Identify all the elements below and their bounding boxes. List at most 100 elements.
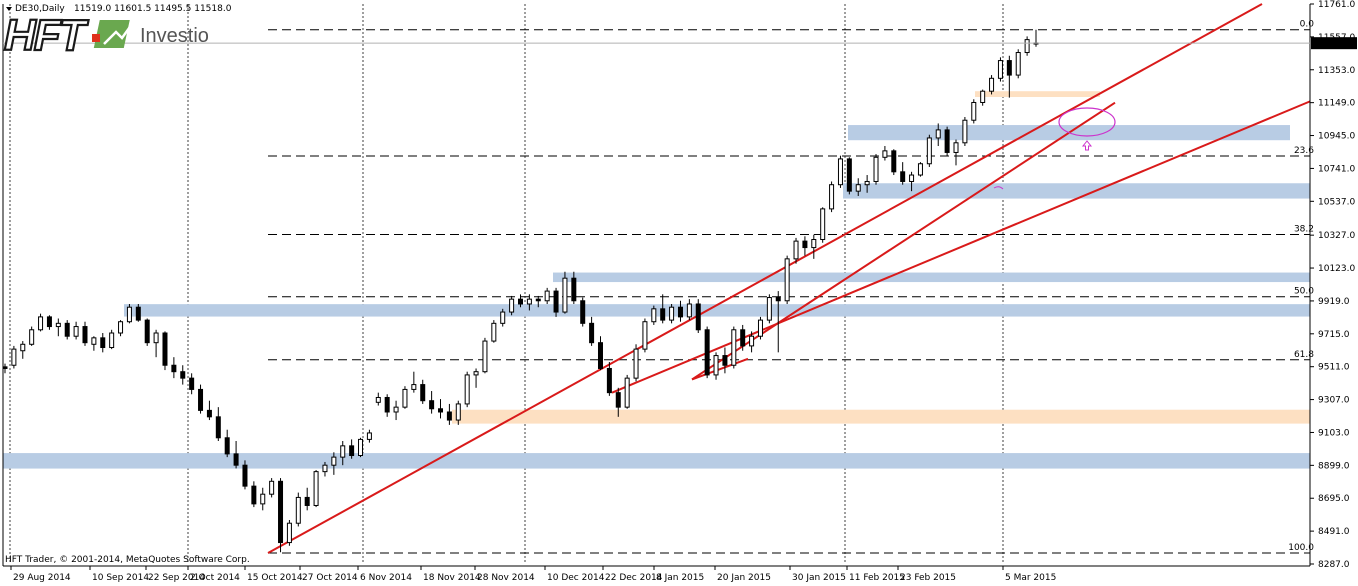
candle-body [606, 367, 612, 394]
candle [864, 175, 870, 193]
y-tick-label: 10537.0 [1318, 197, 1355, 207]
candle [464, 371, 470, 408]
candle-body [624, 377, 630, 408]
support-resistance-zone [124, 304, 1310, 317]
candle-body [153, 332, 159, 344]
y-tick-label: 11149.0 [1318, 99, 1355, 109]
candle [677, 300, 683, 322]
candle-body [731, 329, 737, 366]
candle-body [11, 348, 17, 366]
candle [393, 400, 399, 421]
candle [837, 155, 843, 188]
x-tick-label: 6 Nov 2014 [360, 573, 412, 583]
candle [189, 373, 195, 395]
candle-body [464, 374, 470, 405]
y-tick-label: 10327.0 [1318, 231, 1355, 241]
fib-level-label: 23.6 [1294, 146, 1314, 156]
candle-body [1006, 60, 1012, 76]
candle [624, 374, 630, 409]
candle-body [766, 297, 772, 321]
x-tick-label: 27 Oct 2014 [302, 573, 358, 583]
highlight-ellipse [1058, 107, 1116, 137]
candle-body [953, 142, 959, 153]
candle [509, 295, 515, 316]
x-tick-label: 10 Sep 2014 [92, 573, 149, 583]
candle [1006, 55, 1012, 98]
candle-body [411, 384, 417, 390]
candle [900, 162, 906, 185]
candle [11, 345, 17, 369]
candle [198, 384, 204, 414]
header-texts: DE30,Daily 11519.0 11601.5 11495.5 11518.… [3, 4, 250, 565]
candle-body [206, 409, 212, 418]
candle-body [553, 290, 559, 313]
candle [286, 519, 292, 546]
support-resistance-zone [843, 183, 1310, 199]
y-tick-label: 8695.0 [1318, 494, 1350, 504]
candle-body [473, 371, 479, 376]
candle [962, 116, 968, 147]
fib-level-label: 100.0 [1288, 543, 1314, 553]
candle [384, 394, 390, 417]
candle-body [589, 322, 595, 344]
candle-body [615, 392, 621, 408]
candle-body [171, 364, 177, 373]
y-tick-label: 11761.0 [1318, 0, 1355, 10]
candle [144, 318, 150, 346]
candle [811, 234, 817, 259]
candle [304, 487, 310, 511]
candle [224, 429, 230, 458]
demand-zone [975, 91, 1100, 98]
candle [944, 126, 950, 156]
candles [2, 29, 1039, 553]
candle-body [677, 306, 683, 318]
candle [615, 387, 621, 417]
y-tick-label: 9307.0 [1318, 396, 1350, 406]
support-resistance-zone [3, 453, 1310, 469]
candle-body [962, 119, 968, 144]
y-tick-label: 11353.0 [1318, 66, 1355, 76]
candle-body [820, 208, 826, 241]
candle [580, 297, 586, 327]
candle-body [349, 445, 355, 457]
candle [757, 316, 763, 340]
candle-body [864, 180, 870, 186]
candle-body [73, 326, 79, 337]
candle-body [642, 321, 648, 350]
candle-body [322, 464, 328, 473]
x-tick-label: 22 Dec 2014 [605, 573, 663, 583]
candle-body [917, 163, 923, 176]
logo-dot-icon [92, 34, 100, 42]
candle-body [366, 432, 372, 440]
candle [749, 331, 755, 353]
candle [206, 400, 212, 421]
candle-body [935, 129, 941, 139]
candle-body [855, 184, 861, 192]
candle-body [455, 403, 461, 421]
x-tick-label: 15 Oct 2014 [247, 573, 303, 583]
candle-body [295, 496, 301, 524]
candle-body [224, 437, 230, 455]
candle [55, 318, 61, 337]
candle [1033, 29, 1039, 47]
candle [518, 294, 523, 308]
candle-body [926, 137, 932, 165]
symbol-header: DE30,Daily [15, 4, 65, 14]
candle [917, 162, 923, 177]
candle-body [740, 329, 746, 347]
x-tick-label: 30 Jan 2015 [792, 573, 846, 583]
candle-body [837, 158, 843, 186]
candle-body [100, 337, 106, 349]
candle [544, 287, 550, 304]
candle [882, 146, 888, 161]
x-tick-label: 8 Jan 2015 [656, 573, 704, 583]
candle [313, 470, 319, 508]
candle [500, 308, 506, 327]
candle [482, 337, 488, 374]
candle [855, 178, 861, 196]
candle [91, 336, 97, 351]
candle-body [233, 453, 239, 466]
candle-body [38, 316, 44, 331]
